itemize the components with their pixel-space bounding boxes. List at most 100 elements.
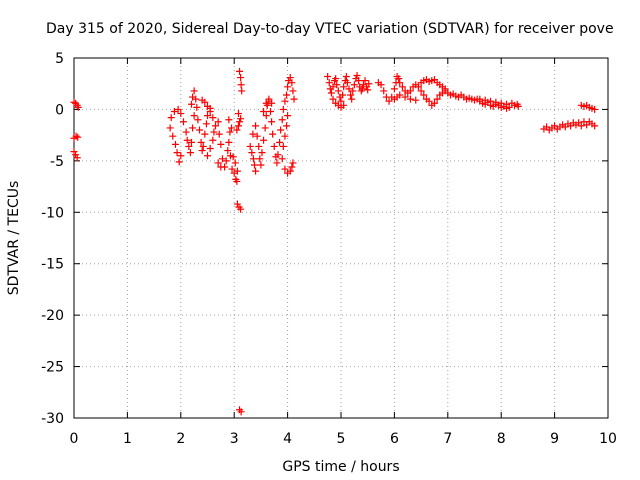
data-point-plus-marker [425,97,433,105]
y-tick-label: -10 [41,205,64,221]
data-point-plus-marker [279,142,287,150]
data-point-plus-marker [226,128,234,136]
data-point-plus-marker [246,142,254,150]
data-point-plus-marker [187,138,195,146]
data-point-plus-marker [237,81,245,89]
y-tick-label: 5 [55,51,64,67]
data-point-plus-marker [72,151,80,159]
data-point-plus-marker [412,96,420,104]
data-point-plus-marker [253,132,261,140]
data-point-plus-marker [236,118,244,126]
data-point-plus-marker [187,100,195,108]
data-point-plus-marker [167,114,175,122]
data-point-plus-marker [204,152,211,160]
data-point-plus-marker [406,87,414,95]
y-axis-label: SDTVAR / TECUs [6,181,22,296]
data-point-plus-marker [355,77,363,85]
data-point-plus-marker [225,138,233,146]
plot-frame [73,57,609,419]
data-point-plus-marker [286,74,294,82]
data-point-plus-marker [345,85,353,93]
data-point-plus-marker [340,83,348,91]
data-point-plus-marker [350,81,358,89]
data-point-plus-marker [497,103,505,111]
data-point-plus-marker [283,122,291,130]
data-point-plus-marker [228,124,236,132]
data-point-plus-marker [430,99,438,107]
data-point-plus-marker [420,91,428,99]
data-point-plus-marker [333,81,341,89]
data-point-plus-marker [186,149,194,157]
data-point-plus-marker [327,89,335,97]
data-point-plus-marker [349,87,357,95]
data-point-plus-marker [193,103,201,111]
data-point-plus-marker [217,163,225,171]
y-tick-label: -20 [41,308,64,324]
data-points [70,67,599,416]
x-tick-label: 6 [390,431,399,447]
data-point-plus-marker [268,99,276,107]
data-point-plus-marker [233,167,241,175]
x-tick-label: 8 [497,431,506,447]
data-point-plus-marker [209,114,217,122]
data-point-plus-marker [166,124,174,132]
data-point-plus-marker [225,116,233,124]
data-point-plus-marker [197,138,205,146]
data-point-plus-marker [347,91,355,99]
data-point-plus-marker [231,159,239,167]
data-point-plus-marker [215,130,223,138]
data-point-plus-marker [236,67,244,75]
data-point-plus-marker [273,159,281,167]
data-point-plus-marker [414,83,422,91]
x-tick-label: 3 [230,431,239,447]
data-point-plus-marker [329,95,337,103]
x-tick-labels: 0 1 2 3 4 5 6 7 8 9 10 [70,431,617,447]
data-point-plus-marker [289,159,297,167]
data-point-plus-marker [283,91,291,99]
data-point-plus-marker [214,118,222,126]
data-point-plus-marker [179,118,187,126]
data-point-plus-marker [281,132,289,140]
x-tick-label: 5 [337,431,346,447]
data-point-plus-marker [288,79,296,87]
data-point-plus-marker [265,95,273,103]
y-tick-label: 0 [55,102,64,118]
data-point-plus-marker [237,205,245,213]
data-point-plus-marker [212,122,220,130]
data-point-plus-marker [252,122,260,130]
data-point-plus-marker [286,167,294,175]
data-point-plus-marker [385,97,393,105]
data-point-plus-marker [290,95,298,103]
data-point-plus-marker [175,158,183,166]
data-point-plus-marker [256,155,264,163]
data-point-plus-marker [337,97,345,105]
data-point-plus-marker [234,122,242,130]
data-point-plus-marker [238,87,246,95]
data-point-plus-marker [255,142,263,150]
x-axis-label: GPS time / hours [282,459,399,475]
data-point-plus-marker [198,147,206,155]
data-point-plus-marker [233,200,241,208]
data-point-plus-marker [183,136,191,144]
data-point-plus-marker [433,95,441,103]
data-point-plus-marker [201,130,209,138]
data-point-plus-marker [281,97,289,105]
data-point-plus-marker [257,161,265,169]
data-point-plus-marker [441,85,449,93]
data-point-plus-marker [70,98,78,106]
data-point-plus-marker [340,101,348,109]
data-point-plus-marker [206,104,214,112]
data-point-plus-marker [380,87,388,95]
data-point-plus-marker [234,110,242,118]
data-point-plus-marker [274,151,282,159]
data-point-plus-marker [233,126,241,134]
x-tick-label: 2 [176,431,185,447]
data-point-plus-marker [353,71,361,79]
data-point-plus-marker [577,122,585,130]
data-point-plus-marker [332,75,340,83]
data-point-plus-marker [288,163,296,171]
data-point-plus-marker [398,83,406,91]
data-point-plus-marker [492,98,500,106]
data-point-plus-marker [185,142,193,150]
data-point-plus-marker [228,165,236,173]
